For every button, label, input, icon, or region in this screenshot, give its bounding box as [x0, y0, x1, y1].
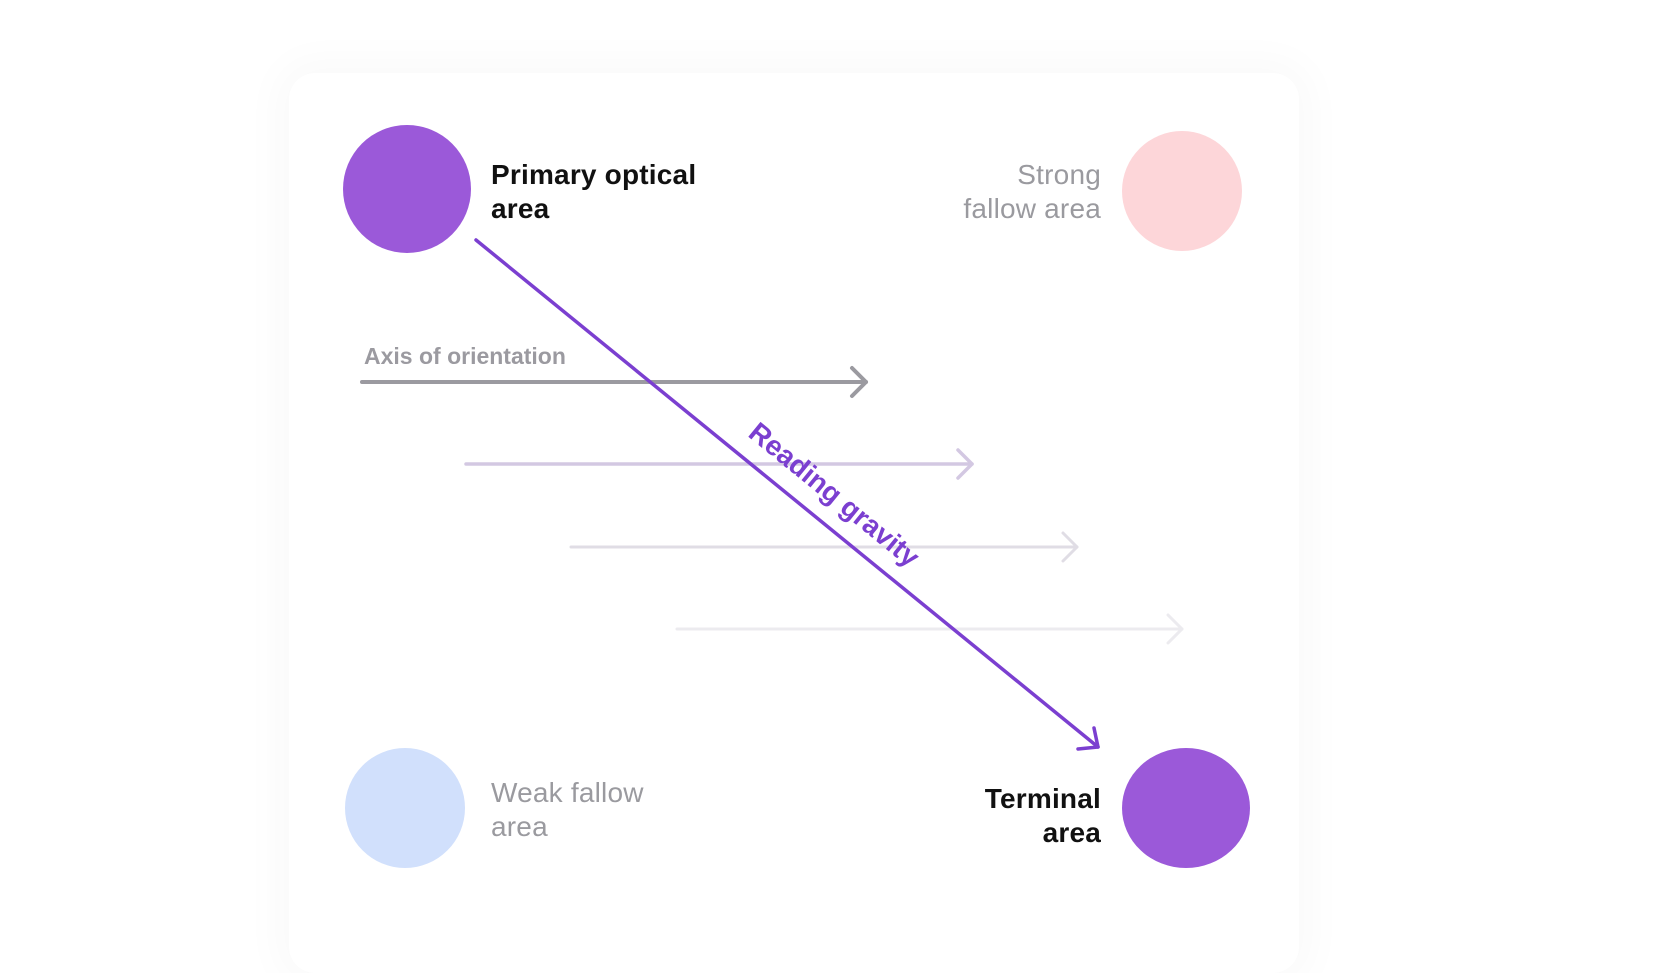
- primary-optical-area-label: Primary optical area: [491, 158, 696, 226]
- axis-arrow-3: [569, 531, 1079, 563]
- terminal-area-circle: [1122, 748, 1250, 868]
- label-line: area: [491, 193, 550, 224]
- axis-of-orientation-label: Axis of orientation: [364, 343, 566, 369]
- axis-arrow-4: [675, 613, 1184, 645]
- primary-optical-area-circle: [343, 125, 471, 253]
- label-line: area: [1042, 817, 1101, 848]
- label-line: fallow area: [963, 193, 1101, 224]
- label-line: area: [491, 811, 548, 842]
- weak-fallow-area-label: Weak fallow area: [491, 776, 644, 844]
- axis-arrow-2: [464, 448, 974, 480]
- reading-gravity-arrow: [474, 238, 1100, 751]
- weak-fallow-area-circle: [345, 748, 465, 868]
- arrows-layer: [360, 238, 1184, 751]
- axis-arrow-1: [360, 366, 868, 398]
- label-line: Weak fallow: [491, 777, 644, 808]
- label-line: Terminal: [984, 783, 1101, 814]
- strong-fallow-area-label: Strong fallow area: [963, 158, 1101, 226]
- label-line: Strong: [1017, 159, 1101, 190]
- strong-fallow-area-circle: [1122, 131, 1242, 251]
- terminal-area-label: Terminal area: [985, 782, 1101, 850]
- label-line: Primary optical: [491, 159, 697, 190]
